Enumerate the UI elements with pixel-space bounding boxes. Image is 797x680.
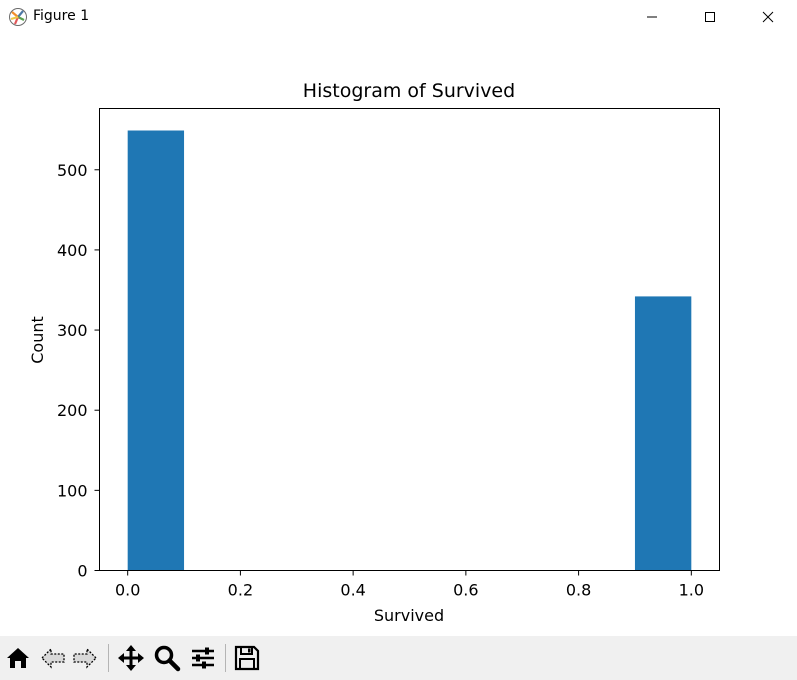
- save-floppy-icon: [234, 645, 260, 671]
- back-button[interactable]: [37, 642, 69, 674]
- forward-arrow-icon: [73, 647, 97, 669]
- y-tick-label: 100: [57, 481, 88, 500]
- y-tick-label: 400: [57, 241, 88, 260]
- toolbar-separator: [225, 644, 226, 672]
- toolbar-separator: [108, 644, 109, 672]
- configure-subplots-icon: [192, 647, 214, 669]
- close-button[interactable]: [739, 0, 797, 34]
- histogram-bar: [127, 130, 185, 571]
- maximize-icon: [705, 12, 715, 22]
- maximize-button[interactable]: [681, 0, 739, 34]
- y-tick-label: 200: [57, 401, 88, 420]
- x-tick-label: 0.4: [340, 581, 365, 600]
- pan-button[interactable]: [115, 642, 147, 674]
- back-arrow-icon: [41, 647, 65, 669]
- title-bar: Figure 1: [0, 0, 797, 34]
- home-button[interactable]: [2, 642, 34, 674]
- pan-move-icon: [118, 645, 144, 671]
- x-tick-label: 0.2: [228, 581, 253, 600]
- zoom-button[interactable]: [151, 642, 183, 674]
- histogram-chart: Histogram of Survived 0.0 0.2 0.4 0.6 0.8 1.0…: [28, 80, 720, 625]
- histogram-bar: [634, 296, 692, 571]
- configure-subplots-button[interactable]: [187, 642, 219, 674]
- chart-title: Histogram of Survived: [303, 80, 515, 102]
- forward-button[interactable]: [69, 642, 101, 674]
- save-button[interactable]: [231, 642, 263, 674]
- zoom-magnifier-icon: [154, 645, 181, 672]
- minimize-icon: [647, 16, 657, 18]
- x-tick-label: 1.0: [679, 581, 704, 600]
- y-tick-label: 0: [77, 562, 87, 581]
- x-tick-label: 0.8: [566, 581, 591, 600]
- figure-canvas: Histogram of Survived 0.0 0.2 0.4 0.6 0.8 1.0…: [0, 34, 797, 636]
- matplotlib-figure-icon: [9, 8, 27, 26]
- x-tick-label: 0.0: [115, 581, 140, 600]
- window-title: Figure 1: [33, 8, 90, 24]
- y-tick-label: 300: [57, 321, 88, 340]
- navigation-toolbar: [0, 636, 797, 680]
- home-icon: [7, 648, 29, 668]
- close-icon: [762, 11, 774, 23]
- minimize-button[interactable]: [623, 0, 681, 34]
- x-axis-label: Survived: [374, 606, 444, 625]
- y-axis-label: Count: [28, 316, 47, 364]
- x-tick-label: 0.6: [453, 581, 478, 600]
- y-tick-label: 500: [57, 161, 88, 180]
- plot-area-frame: [99, 108, 720, 571]
